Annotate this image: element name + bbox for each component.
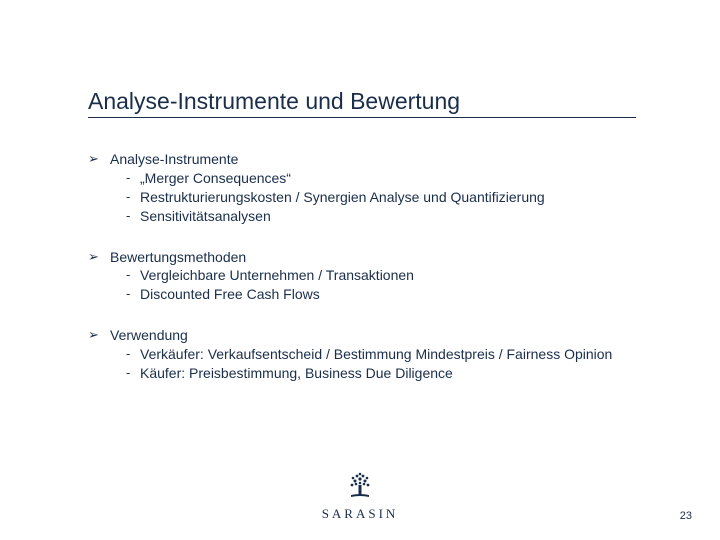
section-2-title: Bewertungsmethoden xyxy=(110,248,246,267)
footer-logo: SARASIN xyxy=(0,469,720,522)
slide-content: ➢ Analyse-Instrumente - „Merger Conseque… xyxy=(88,150,648,405)
section-1-item-3: - Sensitivitätsanalysen xyxy=(126,207,648,226)
section-1-item-3-text: Sensitivitätsanalysen xyxy=(140,207,271,226)
arrow-icon: ➢ xyxy=(88,248,110,266)
section-2-item-1-text: Vergleichbare Unternehmen / Transaktione… xyxy=(140,266,414,285)
slide: Analyse-Instrumente und Bewertung ➢ Anal… xyxy=(0,0,720,540)
section-3-item-2-text: Käufer: Preisbestimmung, Business Due Di… xyxy=(140,364,453,383)
section-1-item-1-text: „Merger Consequences“ xyxy=(140,169,291,188)
section-3-item-1: - Verkäufer: Verkaufsentscheid / Bestimm… xyxy=(126,345,648,364)
tree-icon xyxy=(343,469,377,504)
slide-title: Analyse-Instrumente und Bewertung xyxy=(88,88,636,118)
section-2-item-1: - Vergleichbare Unternehmen / Transaktio… xyxy=(126,266,648,285)
section-1-item-2: - Restrukturierungskosten / Synergien An… xyxy=(126,188,648,207)
dash-icon: - xyxy=(126,207,140,225)
section-1-head: ➢ Analyse-Instrumente xyxy=(88,150,648,169)
section-1-item-2-text: Restrukturierungskosten / Synergien Anal… xyxy=(140,188,545,207)
arrow-icon: ➢ xyxy=(88,326,110,344)
section-1-item-1: - „Merger Consequences“ xyxy=(126,169,648,188)
section-1-title: Analyse-Instrumente xyxy=(110,150,238,169)
dash-icon: - xyxy=(126,364,140,382)
dash-icon: - xyxy=(126,345,140,363)
page-number: 23 xyxy=(680,510,692,522)
dash-icon: - xyxy=(126,285,140,303)
section-3-item-1-text: Verkäufer: Verkaufsentscheid / Bestimmun… xyxy=(140,345,612,364)
section-2-item-2: - Discounted Free Cash Flows xyxy=(126,285,648,304)
section-1: ➢ Analyse-Instrumente - „Merger Conseque… xyxy=(88,150,648,226)
dash-icon: - xyxy=(126,169,140,187)
section-3-head: ➢ Verwendung xyxy=(88,326,648,345)
section-2: ➢ Bewertungsmethoden - Vergleichbare Unt… xyxy=(88,248,648,305)
section-2-head: ➢ Bewertungsmethoden xyxy=(88,248,648,267)
logo-text: SARASIN xyxy=(0,506,720,522)
dash-icon: - xyxy=(126,266,140,284)
section-3-item-2: - Käufer: Preisbestimmung, Business Due … xyxy=(126,364,648,383)
arrow-icon: ➢ xyxy=(88,150,110,168)
dash-icon: - xyxy=(126,188,140,206)
section-3: ➢ Verwendung - Verkäufer: Verkaufsentsch… xyxy=(88,326,648,383)
section-3-title: Verwendung xyxy=(110,326,188,345)
section-2-item-2-text: Discounted Free Cash Flows xyxy=(140,285,320,304)
